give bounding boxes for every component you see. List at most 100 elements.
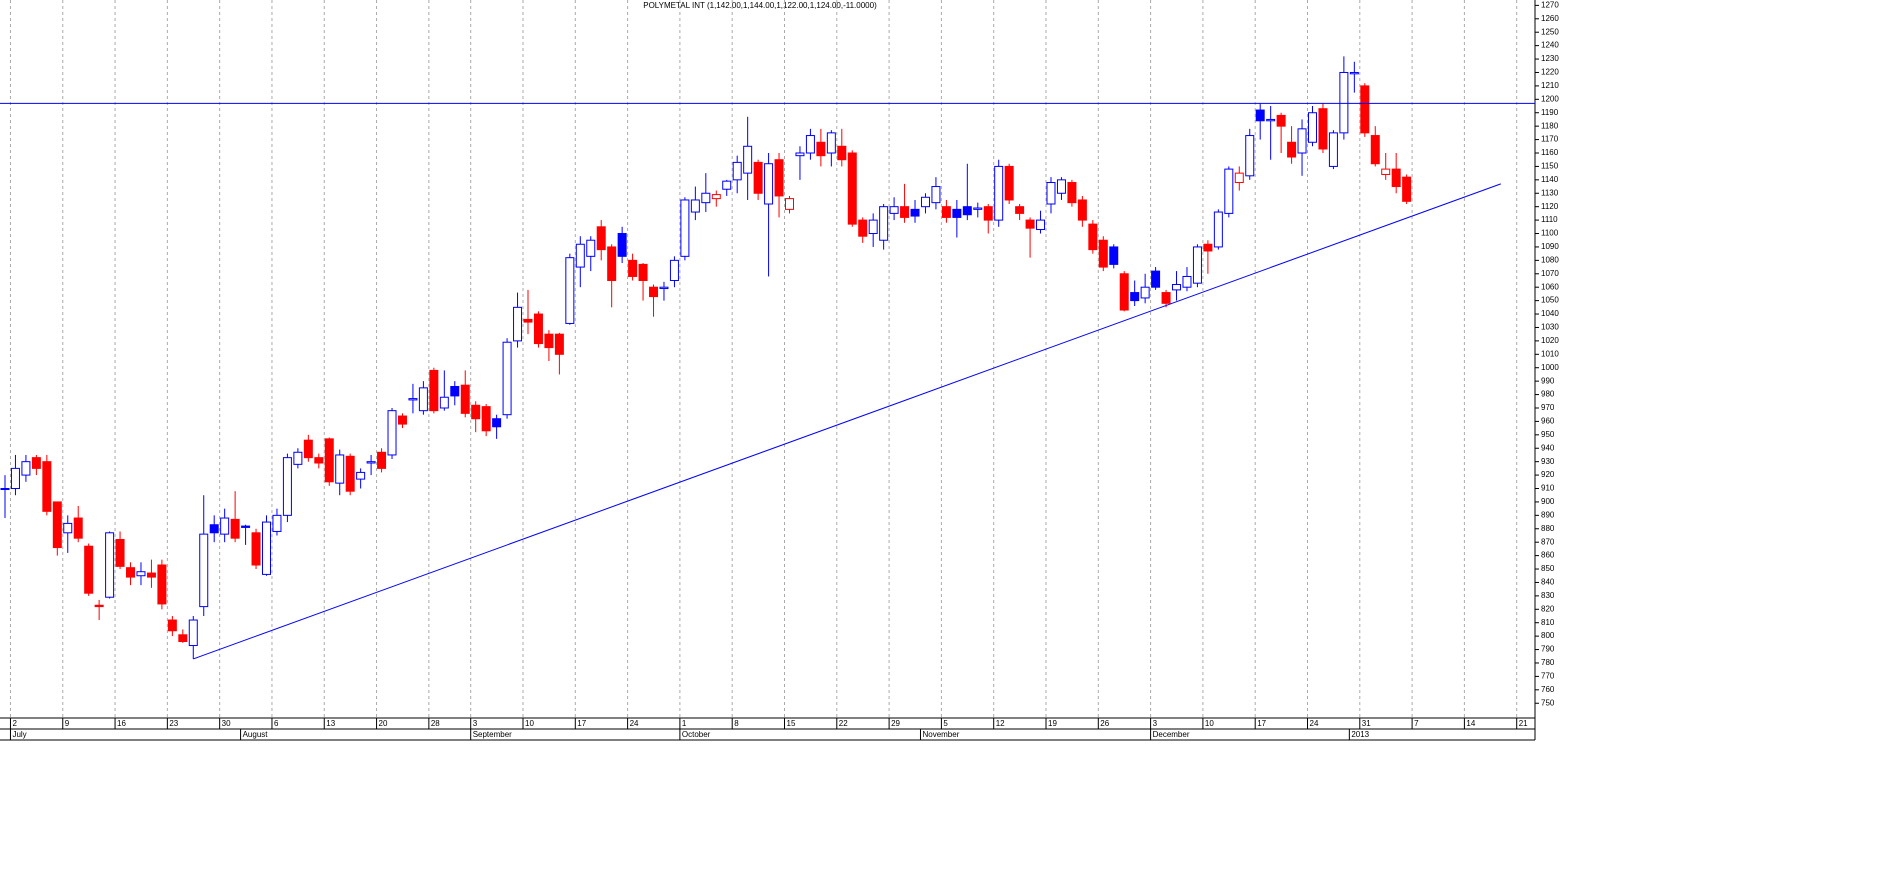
y-tick-label: 1100 [1541, 229, 1559, 238]
y-tick-label: 750 [1541, 698, 1555, 707]
y-tick-label: 850 [1541, 564, 1555, 573]
candle-body [1109, 246, 1119, 265]
x-tick-label: 12 [996, 719, 1005, 728]
y-tick-label: 1170 [1541, 135, 1559, 144]
y-tick-label: 1130 [1541, 188, 1559, 197]
candle-body [262, 521, 271, 575]
candle-body [136, 571, 146, 577]
candle-body [910, 208, 920, 217]
candle-body [983, 206, 993, 221]
month-label: 2013 [1351, 730, 1369, 739]
candle-body [94, 604, 104, 608]
y-tick-label: 1060 [1541, 282, 1559, 291]
candle-body [711, 194, 721, 200]
candle-body [1203, 243, 1213, 252]
x-tick-label: 17 [577, 719, 586, 728]
candle-body [303, 439, 313, 459]
y-tick-label: 1070 [1541, 269, 1559, 278]
candle-body [753, 161, 763, 194]
y-tick-label: 1120 [1541, 202, 1559, 211]
x-tick-label: 17 [1257, 719, 1266, 728]
x-tick-label: 24 [630, 719, 639, 728]
candle-body [1067, 182, 1077, 204]
chart-title: POLYMETAL INT (1,142.00,1,144.00,1,122.0… [643, 1, 877, 10]
candle-body [523, 318, 533, 323]
candle-body [52, 501, 62, 549]
candle-body [669, 259, 679, 281]
candle-body [220, 517, 230, 535]
y-tick-label: 1140 [1541, 175, 1559, 184]
candle-body [1213, 211, 1223, 248]
candle-body [1328, 132, 1338, 167]
month-label: October [682, 730, 711, 739]
y-tick-label: 1240 [1541, 41, 1559, 50]
candle-body [1370, 135, 1380, 165]
candle-body [1234, 172, 1244, 184]
candle-body [105, 532, 115, 598]
y-tick-label: 820 [1541, 604, 1555, 613]
candle-body [366, 461, 376, 464]
candle-body [1151, 270, 1161, 288]
candle-body [900, 206, 910, 218]
candle-body [962, 206, 972, 216]
x-tick-label: 6 [274, 719, 279, 728]
month-label: August [243, 730, 269, 739]
candle-body [492, 418, 502, 428]
y-tick-label: 1080 [1541, 255, 1559, 264]
candle-body [272, 514, 282, 532]
candle-body [1192, 246, 1202, 284]
candle-body [554, 333, 564, 355]
candle-body [586, 239, 596, 257]
candle-body [868, 219, 878, 235]
candle-body [356, 471, 366, 480]
candle-body [471, 404, 481, 420]
x-tick-label: 1 [682, 719, 687, 728]
candle-body [920, 196, 930, 208]
candle-body [397, 415, 407, 425]
candle-body [167, 619, 177, 632]
x-tick-label: 21 [1519, 719, 1528, 728]
y-tick-label: 830 [1541, 591, 1555, 600]
y-tick-label: 800 [1541, 631, 1555, 640]
candle-body [502, 341, 512, 416]
candle-body [837, 145, 847, 161]
y-tick-label: 1200 [1541, 94, 1559, 103]
y-tick-label: 900 [1541, 497, 1555, 506]
candle-body [314, 457, 324, 464]
candle-body [335, 454, 345, 484]
month-label: December [1153, 730, 1190, 739]
y-tick-label: 960 [1541, 417, 1555, 426]
candle-body [732, 161, 742, 181]
y-tick-label: 1230 [1541, 54, 1559, 63]
candle-body [345, 455, 355, 492]
candle-body [816, 141, 826, 157]
candle-body [84, 545, 94, 594]
candle-body [1339, 71, 1349, 134]
candle-body [188, 619, 198, 647]
y-tick-label: 770 [1541, 672, 1555, 681]
x-tick-label: 24 [1310, 719, 1319, 728]
candle-body [241, 525, 251, 528]
candle-body [952, 208, 962, 218]
candle-body [429, 369, 439, 412]
candle-body [293, 451, 303, 465]
candle-body [659, 286, 669, 290]
month-label: July [12, 730, 26, 739]
y-tick-label: 940 [1541, 443, 1555, 452]
candle-body [1318, 108, 1328, 150]
candle-body [21, 461, 31, 476]
candle-body [513, 306, 523, 342]
y-tick-label: 760 [1541, 685, 1555, 694]
candle-body [858, 219, 868, 237]
candle-body [408, 398, 418, 401]
candle-body [1224, 168, 1234, 214]
candle-body [324, 438, 334, 483]
candle-body [1308, 112, 1317, 143]
x-tick-label: 30 [222, 719, 231, 728]
y-tick-label: 810 [1541, 618, 1555, 627]
candle-body [795, 152, 805, 157]
candle-body [931, 186, 941, 204]
y-tick-label: 970 [1541, 403, 1555, 412]
candle-body [764, 163, 774, 205]
